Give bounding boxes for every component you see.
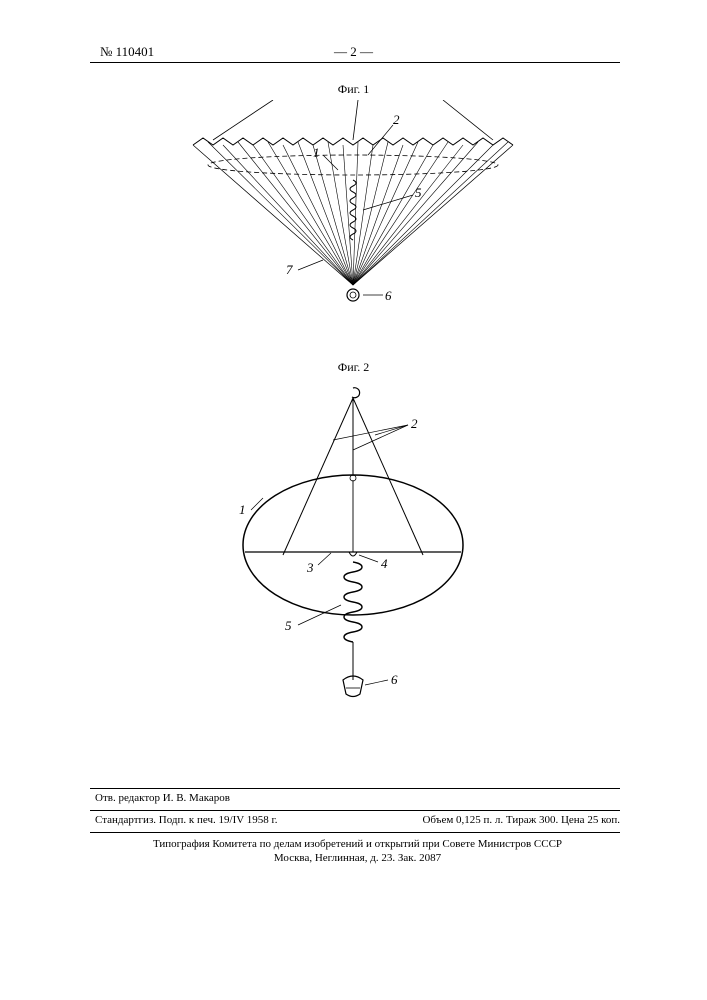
divider-1	[90, 788, 620, 789]
pub-left: Стандартгиз. Подп. к печ. 19/IV 1958 г.	[95, 814, 278, 826]
fig1-label-1: 1	[313, 145, 320, 161]
fig2-caption: Фиг. 2	[0, 360, 707, 375]
fig2-label-3: 3	[307, 560, 314, 576]
divider-2	[90, 810, 620, 811]
fig2-label-6: 6	[391, 672, 398, 688]
divider-3	[90, 832, 620, 833]
fig2-label-2: 2	[411, 416, 418, 432]
typography-line-1: Типография Комитета по делам изобретений…	[95, 838, 620, 850]
figure-2: 2 1 3 4 5 6	[203, 380, 503, 740]
page: № 110401 — 2 — Фиг. 1	[0, 0, 707, 1000]
header-rule	[90, 62, 620, 63]
fig1-label-2: 2	[393, 112, 400, 128]
fig1-caption: Фиг. 1	[0, 82, 707, 97]
pub-right: Объем 0,125 п. л. Тираж 300. Цена 25 коп…	[422, 814, 620, 826]
editor-line: Отв. редактор И. В. Макаров	[95, 792, 230, 804]
publication-line: Стандартгиз. Подп. к печ. 19/IV 1958 г. …	[95, 814, 620, 826]
page-number: — 2 —	[0, 44, 707, 60]
fig1-label-6: 6	[385, 288, 392, 304]
fig2-label-1: 1	[239, 502, 246, 518]
editor-label: Отв. редактор И. В. Макаров	[95, 792, 230, 804]
fig2-label-4: 4	[381, 556, 388, 572]
fig2-label-5: 5	[285, 618, 292, 634]
figure-1: 1 2 5 6 7	[153, 100, 553, 320]
fig1-label-7: 7	[286, 262, 293, 278]
fig1-label-5: 5	[415, 185, 422, 201]
typography-line-2: Москва, Неглинная, д. 23. Зак. 2087	[95, 852, 620, 864]
